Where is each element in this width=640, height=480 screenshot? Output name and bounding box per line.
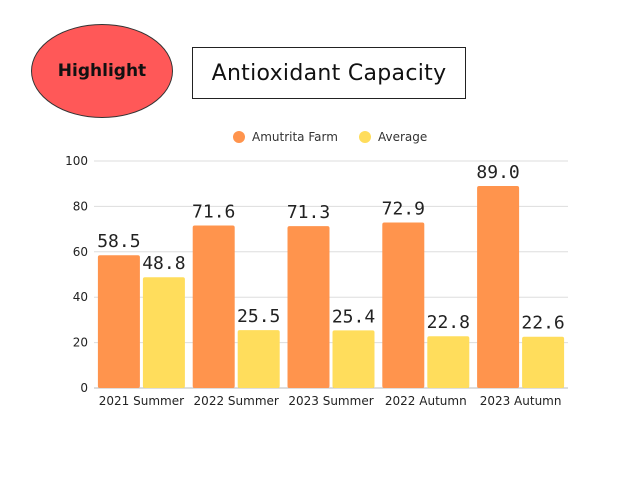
- bar: [332, 330, 375, 388]
- data-label: 71.6: [192, 201, 235, 222]
- x-tick-label: 2023 Autumn: [480, 394, 562, 408]
- legend-marker: [359, 131, 371, 143]
- chart-title: Antioxidant Capacity: [211, 60, 447, 86]
- data-label: 25.4: [332, 306, 375, 327]
- data-label: 22.6: [521, 313, 564, 334]
- y-tick-label: 80: [73, 199, 88, 213]
- data-label: 48.8: [142, 253, 185, 274]
- x-tick-label: 2022 Summer: [194, 394, 279, 408]
- data-label: 89.0: [476, 162, 519, 183]
- x-tick-label: 2021 Summer: [99, 394, 184, 408]
- bar: [477, 185, 520, 388]
- bar: [522, 336, 565, 388]
- bar: [287, 226, 330, 388]
- chart-title-box: Antioxidant Capacity: [192, 47, 466, 99]
- bar: [427, 336, 470, 388]
- bar: [142, 277, 185, 388]
- y-tick-label: 60: [73, 245, 88, 259]
- data-label: 22.8: [427, 312, 470, 333]
- x-tick-label: 2023 Summer: [288, 394, 373, 408]
- y-tick-label: 20: [73, 336, 88, 350]
- data-label: 58.5: [97, 231, 140, 252]
- highlight-label: Highlight: [57, 61, 147, 81]
- y-tick-label: 100: [65, 154, 88, 168]
- highlight-badge: Highlight: [31, 24, 173, 118]
- legend-label: Amutrita Farm: [252, 130, 338, 144]
- data-label: 25.5: [237, 306, 280, 327]
- data-label: 71.3: [287, 202, 330, 223]
- y-tick-label: 40: [73, 290, 88, 304]
- bar: [97, 255, 140, 388]
- legend-label: Average: [378, 130, 427, 144]
- bar: [192, 225, 235, 388]
- bar: [237, 330, 280, 388]
- x-tick-label: 2022 Autumn: [385, 394, 467, 408]
- data-label: 72.9: [382, 199, 425, 220]
- y-tick-label: 0: [80, 381, 88, 395]
- bar: [382, 222, 425, 388]
- legend-marker: [233, 131, 245, 143]
